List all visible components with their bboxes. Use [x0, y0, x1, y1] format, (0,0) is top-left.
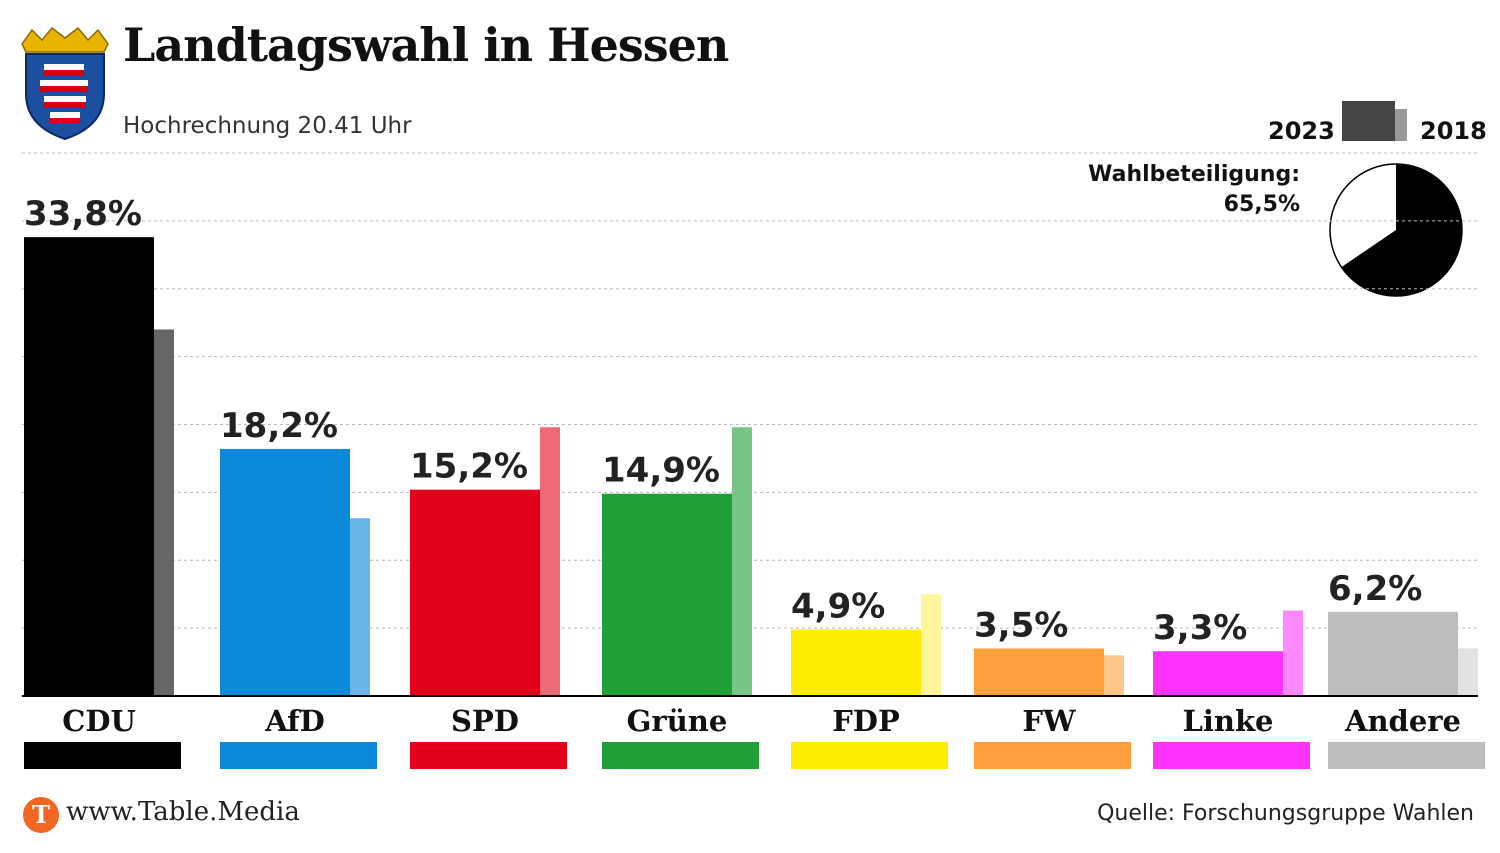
legend-swatch-2018 — [1395, 109, 1407, 141]
bar-2023-grüne — [602, 493, 732, 696]
turnout-block: Wahlbeteiligung: 65,5% — [1088, 160, 1300, 220]
turnout-label: Wahlbeteiligung: — [1088, 162, 1300, 187]
legend-label-2023: 2023 — [1268, 117, 1335, 145]
bar-2018-fw — [1104, 655, 1124, 696]
footer-url[interactable]: www.Table.Media — [66, 797, 300, 827]
value-label-grüne: 14,9% — [602, 451, 720, 491]
category-label-fw: FW — [1022, 704, 1076, 738]
bar-2018-andere — [1458, 648, 1478, 696]
party-color-strip-cdu — [24, 742, 181, 769]
turnout-pie-slice — [1341, 164, 1462, 296]
party-color-strip-andere — [1328, 742, 1485, 769]
source-note: Quelle: Forschungsgruppe Wahlen — [1097, 801, 1474, 826]
value-label-afd: 18,2% — [220, 406, 338, 446]
bar-2018-linke — [1283, 610, 1303, 696]
value-label-cdu: 33,8% — [24, 194, 142, 234]
value-label-linke: 3,3% — [1153, 608, 1247, 648]
category-label-fdp: FDP — [832, 704, 900, 738]
party-color-strip-spd — [410, 742, 567, 769]
value-label-spd: 15,2% — [410, 447, 528, 487]
category-label-cdu: CDU — [62, 704, 136, 738]
legend-swatch-2023 — [1342, 101, 1395, 141]
category-label-grüne: Grüne — [627, 704, 728, 738]
bar-2018-grüne — [732, 427, 752, 696]
bar-2023-afd — [220, 448, 350, 696]
chart-labels: 33,8% CDU 18,2% AfD 15,2% SPD 14,9% Grüne 4,9% FD… — [24, 194, 1485, 769]
legend-label-2018: 2018 — [1420, 117, 1487, 145]
category-label-linke: Linke — [1182, 704, 1273, 738]
bar-2018-spd — [540, 427, 560, 696]
turnout-value: 65,5% — [1223, 192, 1300, 217]
party-color-strip-linke — [1153, 742, 1310, 769]
bar-2023-fdp — [791, 629, 921, 696]
bar-2023-fw — [974, 648, 1104, 696]
turnout-pie-chart — [1329, 163, 1463, 297]
bar-2023-cdu — [24, 237, 154, 697]
category-label-spd: SPD — [451, 704, 519, 738]
bar-2023-spd — [410, 489, 540, 696]
party-color-strip-afd — [220, 742, 377, 769]
value-label-fw: 3,5% — [974, 605, 1068, 645]
bar-2023-andere — [1328, 611, 1458, 696]
category-label-afd: AfD — [264, 704, 325, 738]
value-label-andere: 6,2% — [1328, 569, 1422, 609]
bar-2018-fdp — [921, 594, 941, 696]
category-label-andere: Andere — [1344, 704, 1461, 738]
bar-2018-cdu — [154, 329, 174, 696]
table-media-logo-icon: T — [23, 797, 59, 833]
chart-bars — [24, 237, 1478, 697]
chart-subtitle: Hochrechnung 20.41 Uhr — [123, 113, 412, 139]
party-color-strip-fw — [974, 742, 1131, 769]
value-label-fdp: 4,9% — [791, 586, 885, 626]
party-color-strip-grüne — [602, 742, 759, 769]
chart-title: Landtagswahl in Hessen — [123, 18, 729, 72]
hessen-coat-of-arms-icon — [21, 26, 109, 141]
bar-2018-afd — [350, 518, 370, 696]
party-color-strip-fdp — [791, 742, 948, 769]
bar-2023-linke — [1153, 651, 1283, 696]
